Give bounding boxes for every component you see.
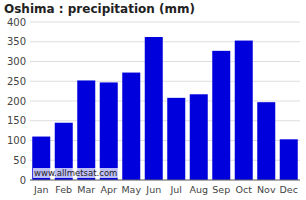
x-tick-label: Feb bbox=[55, 184, 72, 195]
grid-line bbox=[30, 180, 300, 181]
x-tick-label: Dec bbox=[280, 184, 298, 195]
x-tick-label: Sep bbox=[212, 184, 230, 195]
watermark: www.allmetsat.com bbox=[33, 168, 118, 178]
bar bbox=[122, 73, 140, 180]
x-tick-label: May bbox=[121, 184, 141, 195]
y-tick-label: 150 bbox=[7, 115, 26, 126]
annotation: www.allmetsat.com bbox=[34, 168, 117, 178]
bar bbox=[190, 94, 208, 180]
bar bbox=[145, 37, 163, 180]
chart: Oshima : precipitation (mm) 0 50 100 150 200 2… bbox=[0, 0, 306, 200]
grid-line bbox=[30, 81, 300, 82]
x-tick-label: Jan bbox=[33, 184, 49, 195]
grid-line bbox=[30, 101, 300, 102]
y-tick-label: 200 bbox=[7, 96, 26, 107]
x-tick-label: Apr bbox=[101, 184, 118, 195]
y-tick-label: 50 bbox=[13, 155, 26, 166]
x-axis-line bbox=[30, 180, 300, 181]
y-tick-label: 400 bbox=[7, 17, 26, 28]
grid-line bbox=[30, 61, 300, 62]
y-tick-label: 100 bbox=[7, 135, 26, 146]
bar bbox=[235, 41, 253, 180]
bar bbox=[100, 82, 118, 180]
watermark-background bbox=[33, 168, 118, 178]
x-axis: Jan Feb Mar AprMay Jun Jul Aug Sep Oct Nov Dec bbox=[30, 180, 300, 195]
y-axis: 0 50 100 150 200 250 300 350 400 bbox=[7, 17, 300, 186]
x-tick-label: Aug bbox=[189, 184, 208, 195]
y-tick-label: 350 bbox=[7, 36, 26, 47]
bar bbox=[212, 51, 230, 180]
x-tick-label: Jun bbox=[145, 184, 161, 195]
bars bbox=[32, 37, 298, 180]
x-tick-label: Oct bbox=[236, 184, 253, 195]
bar bbox=[167, 98, 185, 180]
bar bbox=[77, 80, 95, 180]
title: Oshima : precipitation (mm) bbox=[4, 2, 195, 16]
y-tick-label: 300 bbox=[7, 56, 26, 67]
grid-line bbox=[30, 22, 300, 23]
y-tick-label: 250 bbox=[7, 76, 26, 87]
y-tick-label: 0 bbox=[20, 175, 26, 186]
x-tick-label: Jul bbox=[170, 184, 182, 195]
chart-container: Oshima : precipitation (mm) 0 50 100 150 200 2… bbox=[0, 0, 306, 200]
bar bbox=[257, 102, 275, 180]
bar bbox=[280, 139, 298, 180]
grid-line bbox=[30, 41, 300, 42]
x-tick-label: Mar bbox=[77, 184, 95, 195]
x-tick-label: Nov bbox=[257, 184, 276, 195]
